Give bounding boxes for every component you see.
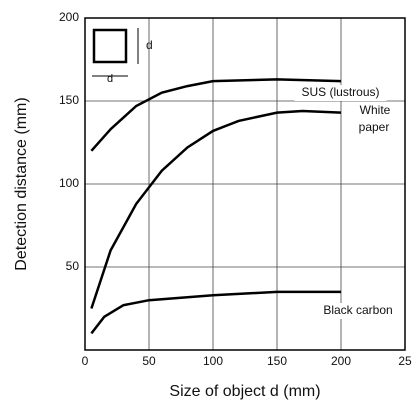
y-tick-label: 200 (59, 10, 79, 24)
line (90, 78, 342, 152)
x-tick-label: 150 (267, 354, 287, 368)
inset-diagram (92, 28, 139, 77)
x-tick-label: 50 (142, 354, 156, 368)
label-bg (357, 103, 393, 119)
dim-label: d (107, 73, 113, 85)
y-axis-label: Detection distance (mm) (13, 97, 30, 270)
x-tick-label: 25 (398, 354, 412, 368)
label-bg (356, 120, 392, 136)
square (92, 28, 128, 64)
plot-frame (84, 17, 406, 351)
x-axis-label: Size of object d (mm) (169, 383, 320, 400)
y-tick-label: 50 (66, 259, 80, 273)
label-bg (318, 303, 398, 319)
annotation: Black carbon (323, 303, 392, 317)
annotation: SUS (lustrous) (301, 85, 379, 99)
annotation: paper (359, 120, 390, 134)
y-tick-label: 150 (59, 93, 79, 107)
line (90, 109, 342, 309)
x-tick-label: 200 (331, 354, 351, 368)
line (90, 290, 341, 335)
annotation: White (360, 103, 391, 117)
y-tick-label: 100 (59, 176, 79, 190)
x-tick-label: 0 (82, 354, 89, 368)
label-bg (294, 85, 387, 101)
x-tick-label: 100 (203, 354, 223, 368)
